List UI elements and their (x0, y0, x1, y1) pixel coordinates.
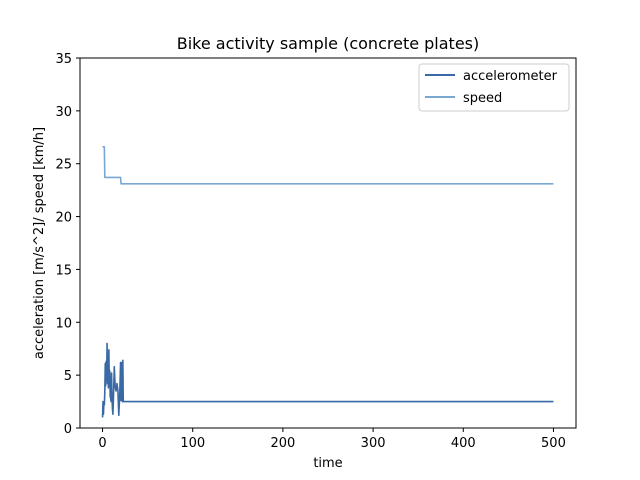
y-tick-label: 0 (64, 422, 72, 437)
series-layer (101, 146, 554, 418)
y-tick-label: 5 (64, 369, 72, 384)
legend-label-speed: speed (463, 91, 502, 106)
y-tick-label: 20 (55, 211, 72, 226)
x-tick-label: 100 (180, 436, 205, 451)
x-tick-label: 500 (541, 436, 566, 451)
x-tick-label: 300 (361, 436, 386, 451)
y-tick-label: 25 (55, 158, 72, 173)
chart-title: Bike activity sample (concrete plates) (177, 34, 480, 53)
y-tick-label: 35 (55, 52, 72, 67)
x-axis-label: time (313, 456, 342, 471)
y-tick-label: 15 (55, 263, 72, 278)
series-line-speed (102, 146, 554, 185)
series-line-accelerometer (101, 342, 554, 418)
y-axis: 0 5 10 15 20 25 30 35 (55, 52, 80, 437)
x-axis: 0 100 200 300 400 500 (98, 428, 566, 451)
x-tick-label: 200 (270, 436, 295, 451)
legend-box (418, 63, 570, 112)
plot-frame (79, 57, 577, 429)
legend-label-accelerometer: accelerometer (463, 69, 558, 84)
x-tick-label: 0 (98, 436, 106, 451)
y-tick-label: 10 (55, 316, 72, 331)
y-tick-label: 30 (55, 105, 72, 120)
x-tick-label: 400 (451, 436, 476, 451)
y-axis-label: acceleration [m/s^2]/ speed [km/h] (32, 127, 47, 359)
legend: accelerometer speed (418, 63, 570, 112)
